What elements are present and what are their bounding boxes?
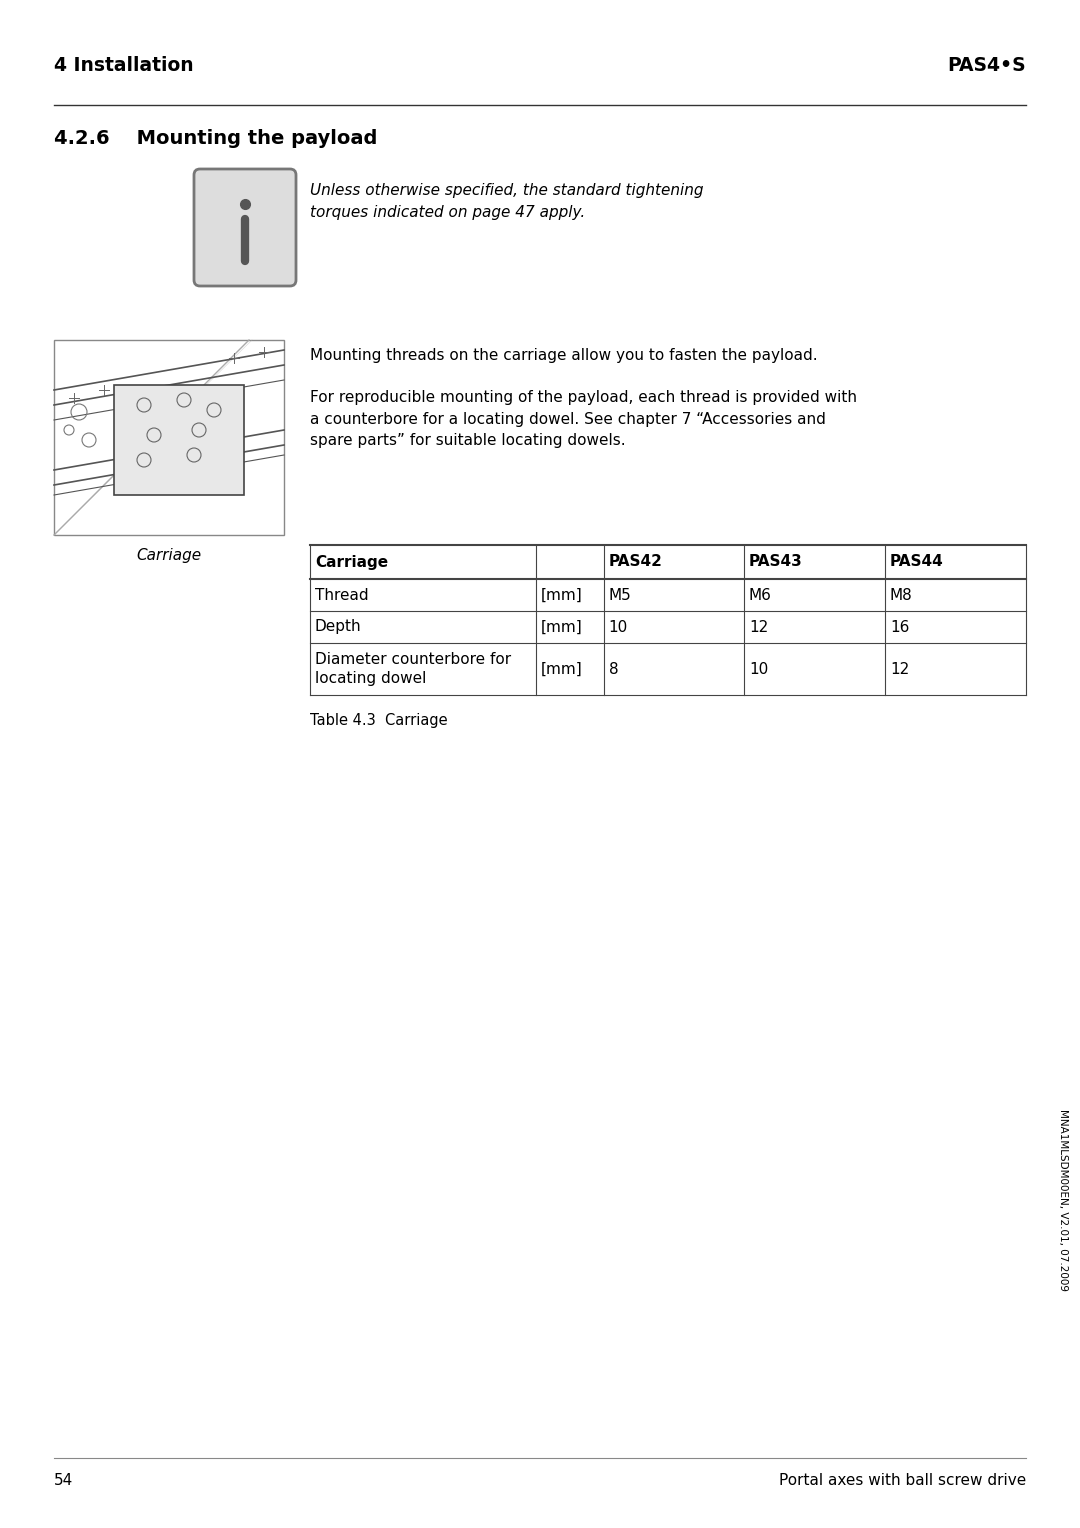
Text: For reproducible mounting of the payload, each thread is provided with
a counter: For reproducible mounting of the payload… bbox=[310, 390, 858, 448]
Text: 12: 12 bbox=[890, 662, 909, 677]
Text: 12: 12 bbox=[748, 619, 768, 634]
Text: 8: 8 bbox=[608, 662, 618, 677]
Text: Carriage: Carriage bbox=[315, 555, 388, 570]
Text: Diameter counterbore for
locating dowel: Diameter counterbore for locating dowel bbox=[315, 651, 511, 686]
Text: [mm]: [mm] bbox=[540, 619, 582, 634]
Text: Thread: Thread bbox=[315, 587, 368, 602]
Text: Depth: Depth bbox=[315, 619, 362, 634]
Text: PAS43: PAS43 bbox=[748, 555, 802, 570]
Bar bbox=[54, 341, 284, 535]
Text: 10: 10 bbox=[608, 619, 627, 634]
Text: PAS4•S: PAS4•S bbox=[947, 57, 1026, 75]
Text: [mm]: [mm] bbox=[540, 587, 582, 602]
Text: Unless otherwise specified, the standard tightening
torques indicated on page 47: Unless otherwise specified, the standard… bbox=[310, 183, 703, 220]
Text: Carriage: Carriage bbox=[136, 549, 202, 562]
Text: PAS44: PAS44 bbox=[890, 555, 944, 570]
Text: M5: M5 bbox=[608, 587, 632, 602]
FancyBboxPatch shape bbox=[194, 170, 296, 286]
Text: Table 4.3  Carriage: Table 4.3 Carriage bbox=[310, 714, 447, 727]
Text: 16: 16 bbox=[890, 619, 909, 634]
Text: 4.2.6    Mounting the payload: 4.2.6 Mounting the payload bbox=[54, 128, 377, 148]
Bar bbox=[114, 385, 244, 495]
Text: MNA1MLSDM00EN, V2.01, 07.2009: MNA1MLSDM00EN, V2.01, 07.2009 bbox=[1058, 1109, 1068, 1291]
Text: Portal axes with ball screw drive: Portal axes with ball screw drive bbox=[779, 1473, 1026, 1488]
Text: M8: M8 bbox=[890, 587, 913, 602]
Text: 4 Installation: 4 Installation bbox=[54, 57, 193, 75]
Text: [mm]: [mm] bbox=[540, 662, 582, 677]
Text: 54: 54 bbox=[54, 1473, 73, 1488]
Text: PAS42: PAS42 bbox=[608, 555, 662, 570]
Text: M6: M6 bbox=[748, 587, 772, 602]
Text: Mounting threads on the carriage allow you to fasten the payload.: Mounting threads on the carriage allow y… bbox=[310, 348, 818, 364]
Text: 10: 10 bbox=[748, 662, 768, 677]
